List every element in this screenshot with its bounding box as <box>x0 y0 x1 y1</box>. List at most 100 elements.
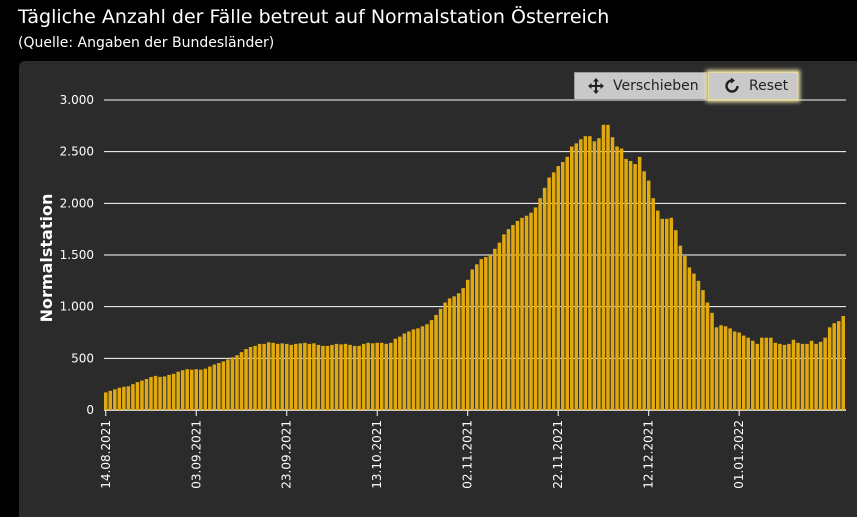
bar[interactable] <box>420 326 425 410</box>
bar[interactable] <box>149 376 153 410</box>
bar[interactable] <box>443 302 447 410</box>
bar[interactable] <box>832 323 836 410</box>
bar[interactable] <box>746 337 750 410</box>
bar[interactable] <box>339 344 343 410</box>
bar[interactable] <box>438 308 443 410</box>
bar[interactable] <box>692 273 696 410</box>
bar[interactable] <box>570 146 574 411</box>
bar[interactable] <box>235 355 239 410</box>
bar[interactable] <box>565 156 570 410</box>
bar[interactable] <box>312 343 316 410</box>
bar[interactable] <box>619 148 624 410</box>
bar[interactable] <box>194 369 199 410</box>
bar[interactable] <box>389 342 393 410</box>
bar[interactable] <box>655 210 660 410</box>
bar[interactable] <box>298 343 303 410</box>
bar[interactable] <box>574 143 579 410</box>
bar[interactable] <box>330 344 334 410</box>
bar[interactable] <box>144 379 149 410</box>
bar[interactable] <box>429 320 434 410</box>
bar[interactable] <box>475 264 479 410</box>
bar[interactable] <box>764 337 769 410</box>
bar[interactable] <box>416 328 420 410</box>
bar[interactable] <box>357 345 361 410</box>
bar[interactable] <box>411 329 416 410</box>
bar[interactable] <box>737 332 741 411</box>
bar[interactable] <box>665 218 669 410</box>
bar[interactable] <box>212 364 217 410</box>
bar[interactable] <box>701 290 705 410</box>
bar[interactable] <box>678 245 683 410</box>
bar[interactable] <box>253 345 257 410</box>
bar[interactable] <box>176 371 180 410</box>
bar[interactable] <box>755 343 760 410</box>
bar[interactable] <box>366 342 370 410</box>
bar[interactable] <box>723 326 728 410</box>
bar[interactable] <box>542 187 547 410</box>
bar[interactable] <box>461 288 465 410</box>
bar[interactable] <box>674 230 678 410</box>
bar[interactable] <box>379 342 384 410</box>
bar[interactable] <box>800 343 805 410</box>
bar[interactable] <box>140 380 144 410</box>
bar[interactable] <box>135 382 140 410</box>
bar[interactable] <box>375 342 379 410</box>
bar[interactable] <box>230 357 235 410</box>
bar[interactable] <box>741 335 746 410</box>
bar[interactable] <box>642 171 646 410</box>
bar[interactable] <box>167 374 171 410</box>
bar[interactable] <box>710 312 714 410</box>
bar[interactable] <box>683 256 687 410</box>
bar[interactable] <box>615 146 619 411</box>
bar[interactable] <box>533 207 538 410</box>
bar[interactable] <box>162 376 167 410</box>
bar[interactable] <box>750 340 755 410</box>
bar[interactable] <box>592 141 597 410</box>
bar[interactable] <box>484 257 488 410</box>
bar[interactable] <box>633 164 637 410</box>
move-button[interactable]: Verschieben <box>574 72 707 100</box>
bar[interactable] <box>814 343 818 410</box>
bar[interactable] <box>560 162 565 410</box>
bar[interactable] <box>271 342 275 410</box>
bar[interactable] <box>108 390 113 410</box>
bar[interactable] <box>208 366 212 410</box>
bar[interactable] <box>479 259 484 410</box>
bar[interactable] <box>244 349 248 410</box>
bar[interactable] <box>248 346 253 410</box>
bar[interactable] <box>538 198 542 410</box>
bar[interactable] <box>705 302 710 410</box>
bar[interactable] <box>284 343 289 410</box>
bar[interactable] <box>547 177 551 411</box>
reset-button[interactable]: Reset <box>708 72 798 100</box>
bar[interactable] <box>189 369 194 410</box>
bar[interactable] <box>588 136 592 411</box>
bar[interactable] <box>334 343 339 410</box>
bar[interactable] <box>294 343 298 410</box>
bar[interactable] <box>610 137 615 410</box>
bar[interactable] <box>393 338 398 410</box>
bar[interactable] <box>171 373 176 410</box>
bar[interactable] <box>361 343 366 410</box>
bar[interactable] <box>823 337 827 410</box>
bar[interactable] <box>719 325 723 410</box>
bar[interactable] <box>257 343 262 410</box>
bar[interactable] <box>266 342 271 410</box>
bar[interactable] <box>113 389 117 410</box>
bar[interactable] <box>303 342 307 410</box>
bar[interactable] <box>217 362 221 410</box>
bar[interactable] <box>597 138 601 411</box>
bar[interactable] <box>669 217 674 410</box>
bar[interactable] <box>809 340 814 410</box>
bar[interactable] <box>637 156 642 410</box>
bar[interactable] <box>529 212 533 410</box>
bar[interactable] <box>728 328 732 410</box>
bar[interactable] <box>470 269 474 410</box>
bar[interactable] <box>773 342 778 410</box>
bar[interactable] <box>520 217 524 410</box>
bar[interactable] <box>402 333 407 410</box>
bar[interactable] <box>624 158 628 410</box>
bar[interactable] <box>407 331 411 410</box>
bar[interactable] <box>760 337 764 410</box>
bar[interactable] <box>289 344 294 410</box>
